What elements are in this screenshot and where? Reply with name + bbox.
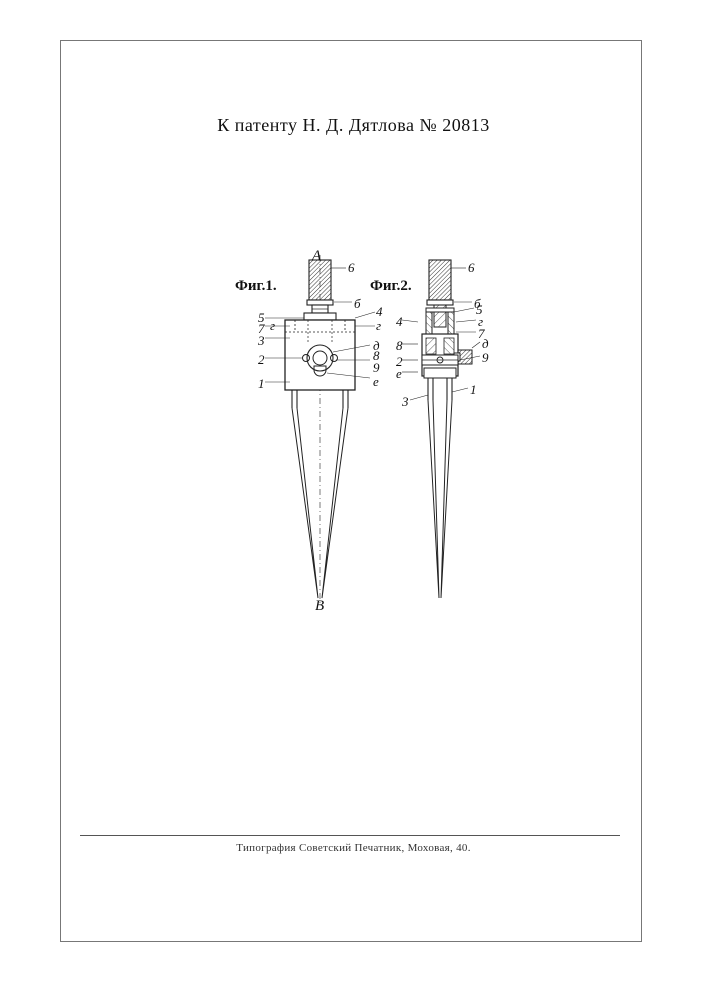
- fig2-6: 6: [468, 260, 475, 276]
- fig2-e: е: [396, 366, 402, 382]
- fig1-6: 6: [348, 260, 355, 276]
- fig1-2: 2: [258, 352, 265, 368]
- fig1-g: г: [270, 318, 275, 334]
- fig1-g2: г: [376, 318, 381, 334]
- footer-text: Типография Советский Печатник, Моховая, …: [0, 842, 707, 854]
- fig1-1: 1: [258, 376, 265, 392]
- footer-rule: [80, 835, 620, 836]
- fig1-B: B: [315, 598, 324, 615]
- fig2-9: 9: [482, 350, 489, 366]
- fig2-4: 4: [396, 314, 403, 330]
- fig2-8: 8: [396, 338, 403, 354]
- fig1-A: A: [312, 248, 321, 265]
- fig1-e: е: [373, 374, 379, 390]
- fig2-group: [402, 260, 480, 598]
- fig1-3: 3: [258, 333, 265, 349]
- fig2-1: 1: [470, 382, 477, 398]
- fig2-3: 3: [402, 394, 409, 410]
- fig1-b: б: [354, 296, 361, 312]
